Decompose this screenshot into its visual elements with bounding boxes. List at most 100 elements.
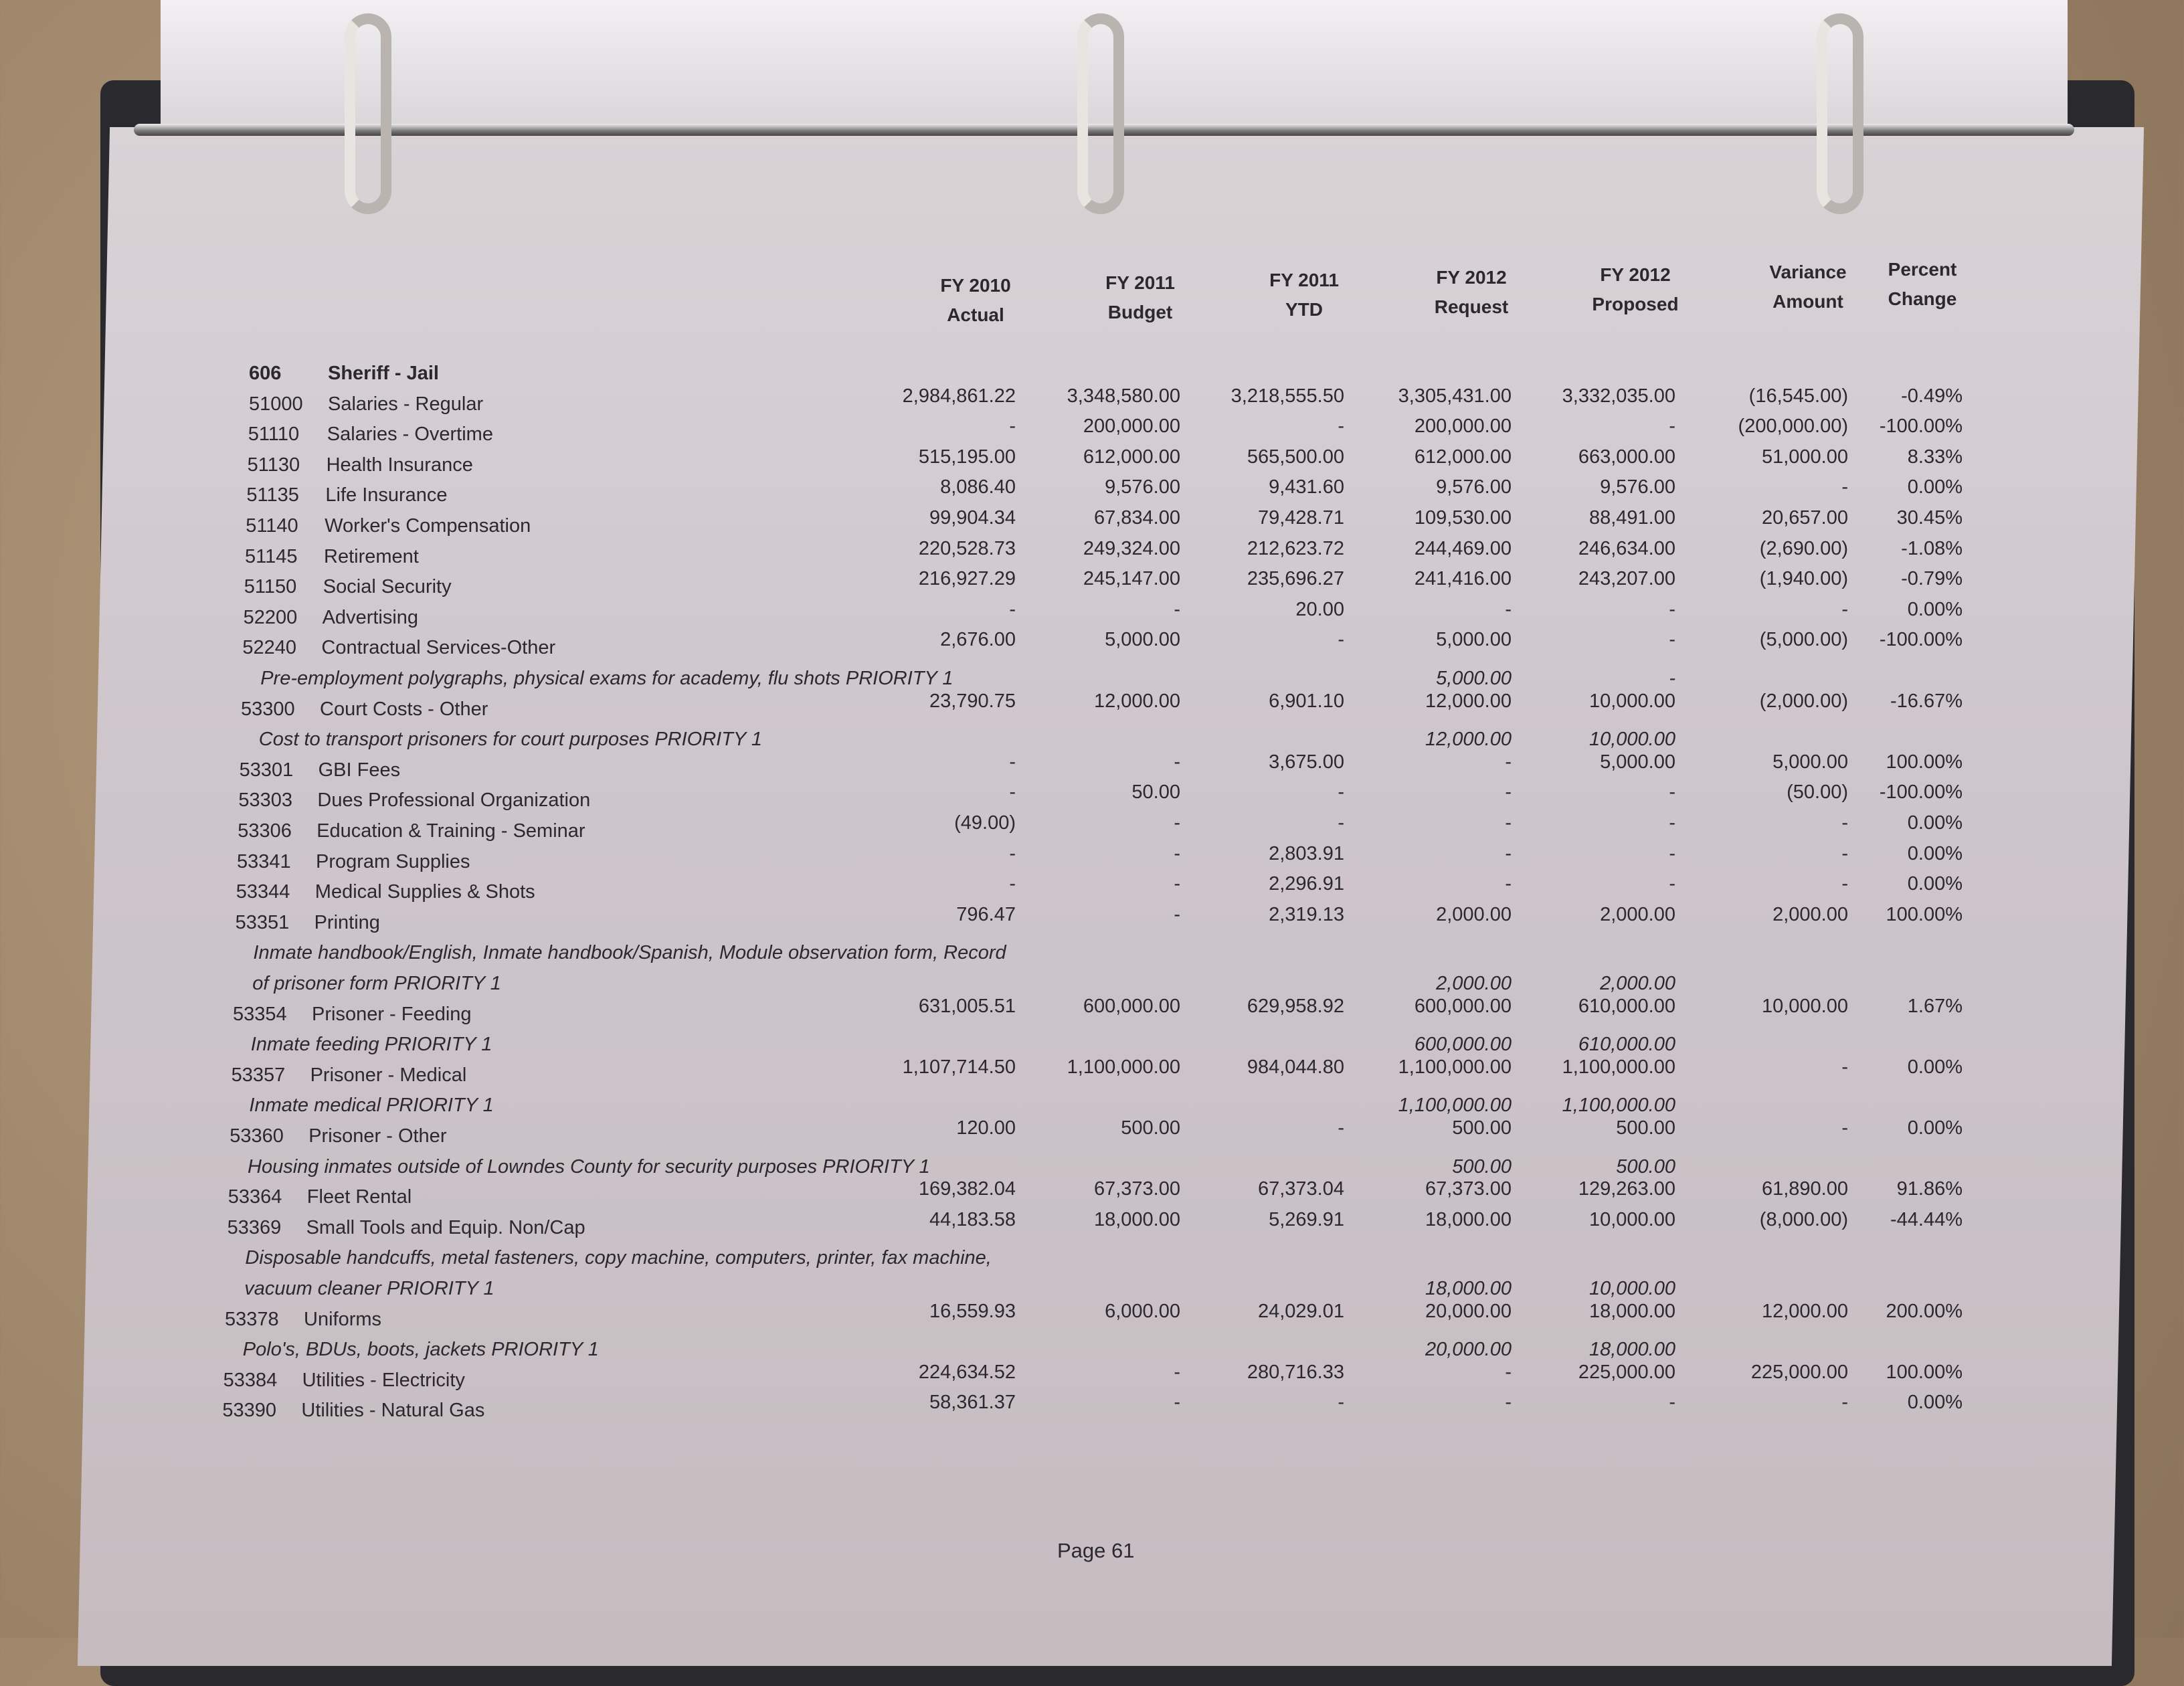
fy2011-ytd-value: 24,029.01 xyxy=(1257,1300,1344,1322)
account-name: Contractual Services-Other xyxy=(321,637,556,659)
percent-change-value: 91.86% xyxy=(1896,1178,1963,1200)
fy2011-ytd-value: 3,218,555.50 xyxy=(1231,385,1344,407)
note-proposed-value: 610,000.00 xyxy=(1578,1034,1675,1056)
page-number: Page 61 xyxy=(1057,1539,1135,1562)
fy2012-request-value: 5,000.00 xyxy=(1436,629,1512,651)
table-row: 51150 Social Security 216,927.29 245,147.00… xyxy=(0,568,2184,606)
variance-amount-value: 20,657.00 xyxy=(1761,507,1848,529)
account-name: Program Supplies xyxy=(316,850,470,872)
note-proposed-value: - xyxy=(1669,668,1675,689)
table-row: 51000 Salaries - Regular 2,984,861.22 3,348… xyxy=(0,385,2184,424)
variance-amount-value: - xyxy=(1841,842,1848,864)
account-name: Dues Professional Organization xyxy=(317,789,591,812)
percent-change-value: -0.79% xyxy=(1901,568,1963,590)
note-text: Inmate medical PRIORITY 1 xyxy=(249,1095,494,1117)
account-code: 52200 xyxy=(243,606,298,628)
note-row: Polo's, BDUs, boots, jackets PRIORITY 1 2… xyxy=(0,1339,2184,1369)
account-code: 53360 xyxy=(230,1125,284,1147)
account-name: Social Security xyxy=(323,576,452,598)
account-name: Court Costs - Other xyxy=(320,698,488,720)
percent-change-value: -100.00% xyxy=(1879,415,1963,438)
fy2012-request-value: 1,100,000.00 xyxy=(1398,1056,1512,1078)
fy2012-proposed-value: 2,000.00 xyxy=(1600,903,1675,925)
note-request-value: 2,000.00 xyxy=(1436,973,1512,994)
fy2012-request-value: 244,469.00 xyxy=(1414,537,1512,559)
fy2012-proposed-value: 500.00 xyxy=(1616,1117,1675,1139)
fy2010-actual-value: 220,528.73 xyxy=(918,537,1016,559)
fy2012-proposed-value: 663,000.00 xyxy=(1578,446,1675,468)
header-line: Amount xyxy=(1772,291,1843,312)
fy2012-proposed-value: - xyxy=(1669,629,1675,651)
account-name: Health Insurance xyxy=(326,454,473,476)
fy2012-proposed-value: - xyxy=(1669,781,1675,804)
variance-amount-value: (2,690.00) xyxy=(1759,537,1848,559)
variance-amount-value: 5,000.00 xyxy=(1772,751,1848,773)
note-row: Inmate medical PRIORITY 1 1,100,000.00 1,1… xyxy=(0,1095,2184,1125)
percent-change-value: -100.00% xyxy=(1879,781,1963,804)
variance-amount-value: (200,000.00) xyxy=(1738,415,1848,438)
column-header-variance-amount: Variance Amount xyxy=(1734,258,1882,316)
fy2011-ytd-value: 2,319.13 xyxy=(1269,903,1344,925)
percent-change-value: 0.00% xyxy=(1907,1056,1963,1078)
fy2011-budget-value: - xyxy=(1174,751,1180,773)
header-line: Request xyxy=(1434,296,1509,317)
fy2012-proposed-value: 88,491.00 xyxy=(1588,507,1675,529)
column-header-fy2011-ytd: FY 2011 YTD xyxy=(1231,266,1378,324)
variance-amount-value: 51,000.00 xyxy=(1761,446,1848,468)
account-name: Life Insurance xyxy=(325,484,448,506)
note-request-value: 12,000.00 xyxy=(1425,729,1512,751)
note-text: Housing inmates outside of Lowndes Count… xyxy=(248,1155,930,1178)
note-text: Pre-employment polygraphs, physical exam… xyxy=(260,668,953,689)
table-row: 53357 Prisoner - Medical 1,107,714.50 1,100… xyxy=(0,1056,2184,1095)
percent-change-value: 0.00% xyxy=(1907,1117,1963,1139)
fy2010-actual-value: 2,676.00 xyxy=(940,629,1016,651)
column-header-percent-change: Percent Change xyxy=(1849,255,1996,314)
fy2011-ytd-value: 9,431.60 xyxy=(1269,476,1344,498)
fy2011-ytd-value: - xyxy=(1338,415,1344,438)
section-heading: 606 Sheriff - Jail xyxy=(0,363,2184,393)
table-row: 53378 Uniforms 16,559.93 6,000.00 24,029.01 2… xyxy=(0,1301,2184,1339)
account-code: 53378 xyxy=(225,1308,279,1330)
account-code: 51130 xyxy=(247,454,300,476)
fy2010-actual-value: 796.47 xyxy=(956,903,1016,925)
note-text: Inmate handbook/English, Inmate handbook… xyxy=(253,942,1006,964)
account-code: 53306 xyxy=(238,820,292,842)
fy2012-proposed-value: 18,000.00 xyxy=(1588,1300,1675,1322)
fy2012-request-value: 67,373.00 xyxy=(1425,1178,1512,1200)
account-code: 53341 xyxy=(237,850,291,872)
percent-change-value: -44.44% xyxy=(1890,1208,1963,1230)
fy2011-budget-value: 500.00 xyxy=(1121,1117,1180,1139)
account-name: Salaries - Regular xyxy=(328,393,484,415)
fy2011-budget-value: - xyxy=(1174,1361,1180,1383)
header-line: FY 2011 xyxy=(1105,272,1175,293)
fy2010-actual-value: 120.00 xyxy=(956,1117,1016,1139)
account-code: 51000 xyxy=(249,393,303,415)
fy2012-request-value: - xyxy=(1505,1392,1512,1414)
fy2010-actual-value: - xyxy=(1009,781,1016,804)
fy2011-ytd-value: 79,428.71 xyxy=(1257,507,1344,529)
fy2012-proposed-value: 3,332,035.00 xyxy=(1562,385,1675,407)
account-code: 51150 xyxy=(244,576,297,598)
fy2012-proposed-value: 10,000.00 xyxy=(1588,1208,1675,1230)
header-line: FY 2010 xyxy=(940,275,1011,296)
table-row: 52200 Advertising - - 20.00 - - - 0.00% xyxy=(0,599,2184,637)
fy2010-actual-value: (49.00) xyxy=(954,812,1016,834)
fy2011-ytd-value: 2,803.91 xyxy=(1269,842,1344,864)
table-row: 51140 Worker's Compensation 99,904.34 67,83… xyxy=(0,507,2184,545)
note-text: Inmate feeding PRIORITY 1 xyxy=(250,1034,492,1056)
fy2010-actual-value: 515,195.00 xyxy=(918,446,1016,468)
note-request-value: 1,100,000.00 xyxy=(1398,1095,1512,1117)
account-name: Retirement xyxy=(324,545,419,567)
variance-amount-value: 61,890.00 xyxy=(1761,1178,1848,1200)
fy2010-actual-value: 44,183.58 xyxy=(929,1208,1016,1230)
fy2012-request-value: - xyxy=(1505,598,1512,620)
account-name: Printing xyxy=(314,911,380,933)
fy2011-ytd-value: 565,500.00 xyxy=(1247,446,1344,468)
fy2012-request-value: 600,000.00 xyxy=(1414,995,1512,1017)
header-line: Change xyxy=(1888,288,1957,309)
account-code: 51145 xyxy=(245,545,298,567)
fy2011-ytd-value: - xyxy=(1338,1117,1344,1139)
account-code: 52240 xyxy=(242,637,297,659)
fy2012-proposed-value: - xyxy=(1669,873,1675,895)
fy2012-request-value: - xyxy=(1505,842,1512,864)
